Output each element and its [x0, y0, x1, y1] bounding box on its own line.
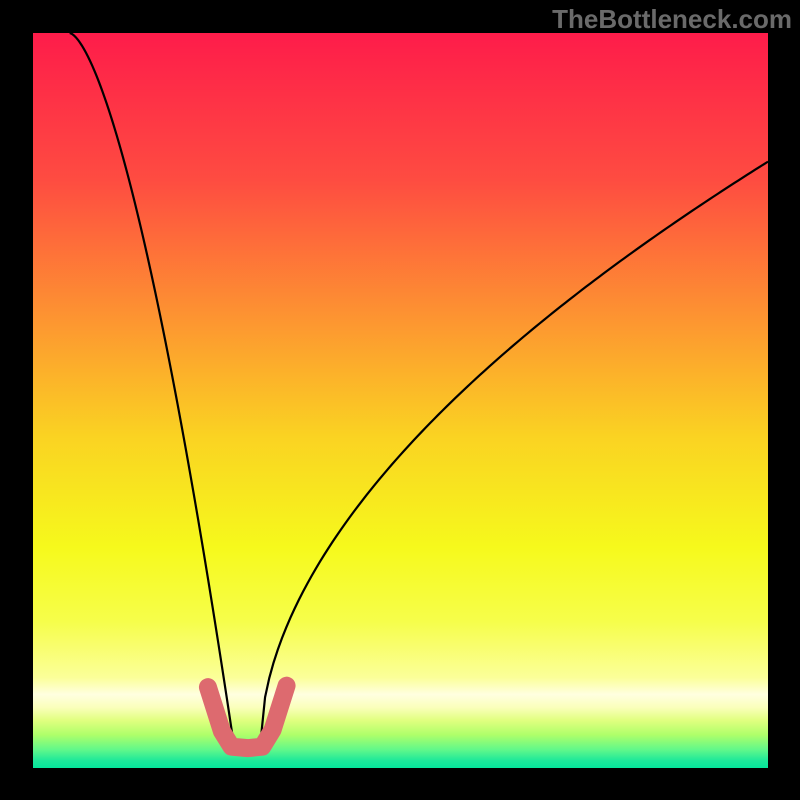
bottleneck-chart: [33, 33, 768, 768]
watermark-text: TheBottleneck.com: [552, 4, 792, 35]
gradient-background: [33, 33, 768, 768]
